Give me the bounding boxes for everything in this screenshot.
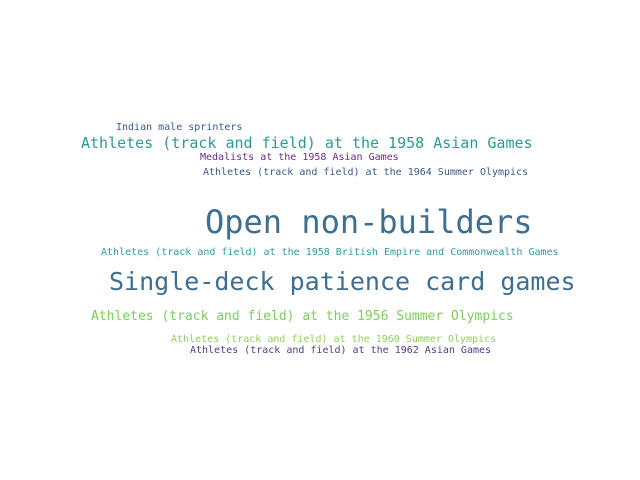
cloud-word-athletes-1962-asian-games: Athletes (track and field) at the 1962 A…: [190, 345, 492, 356]
cloud-word-athletes-1964-summer-olympics: Athletes (track and field) at the 1964 S…: [203, 167, 529, 178]
cloud-word-athletes-1958-commonwealth-games: Athletes (track and field) at the 1958 B…: [101, 247, 559, 258]
cloud-word-medalists-1958-asian-games: Medalists at the 1958 Asian Games: [200, 152, 399, 163]
cloud-word-single-deck-patience: Single-deck patience card games: [109, 267, 576, 296]
cloud-word-indian-male-sprinters: Indian male sprinters: [116, 122, 243, 133]
cloud-word-athletes-1956-summer-olympics: Athletes (track and field) at the 1956 S…: [91, 309, 514, 324]
cloud-word-open-non-builders: Open non-builders: [205, 203, 533, 241]
cloud-word-athletes-1960-summer-olympics: Athletes (track and field) at the 1960 S…: [171, 334, 497, 345]
cloud-word-athletes-1958-asian-games: Athletes (track and field) at the 1958 A…: [81, 134, 533, 152]
